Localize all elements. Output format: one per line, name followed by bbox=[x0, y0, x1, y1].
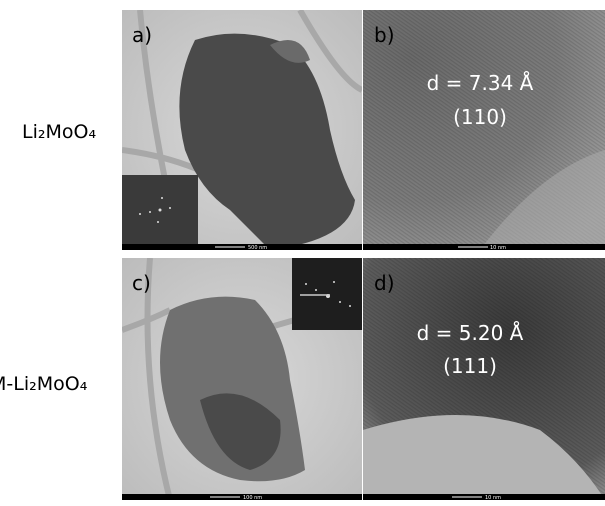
scale-label: 500 nm bbox=[248, 245, 267, 251]
d-spacing: d = 7.34 Å bbox=[427, 71, 534, 95]
d-spacing: d = 5.20 Å bbox=[417, 321, 524, 345]
scale-label: 10 nm bbox=[490, 245, 506, 251]
row-label: Li₂MoO₄ bbox=[22, 121, 96, 143]
lattice-plane: (110) bbox=[453, 105, 507, 129]
panel-letter: b) bbox=[374, 23, 395, 47]
micrograph-d: 10 nm bbox=[363, 258, 605, 501]
micrograph-b: 10 nm bbox=[363, 10, 605, 251]
lattice-plane: (111) bbox=[443, 354, 497, 378]
panel-letter: d) bbox=[374, 271, 395, 295]
micrograph-a: 500 nm bbox=[122, 10, 362, 251]
panel-letter: a) bbox=[132, 23, 152, 47]
micrograph-c: 100 nm bbox=[122, 258, 362, 501]
row-label: M-Li₂MoO₄ bbox=[0, 373, 88, 395]
scale-label: 10 nm bbox=[485, 495, 501, 501]
scale-label: 100 nm bbox=[243, 495, 262, 501]
panel-letter: c) bbox=[132, 271, 151, 295]
